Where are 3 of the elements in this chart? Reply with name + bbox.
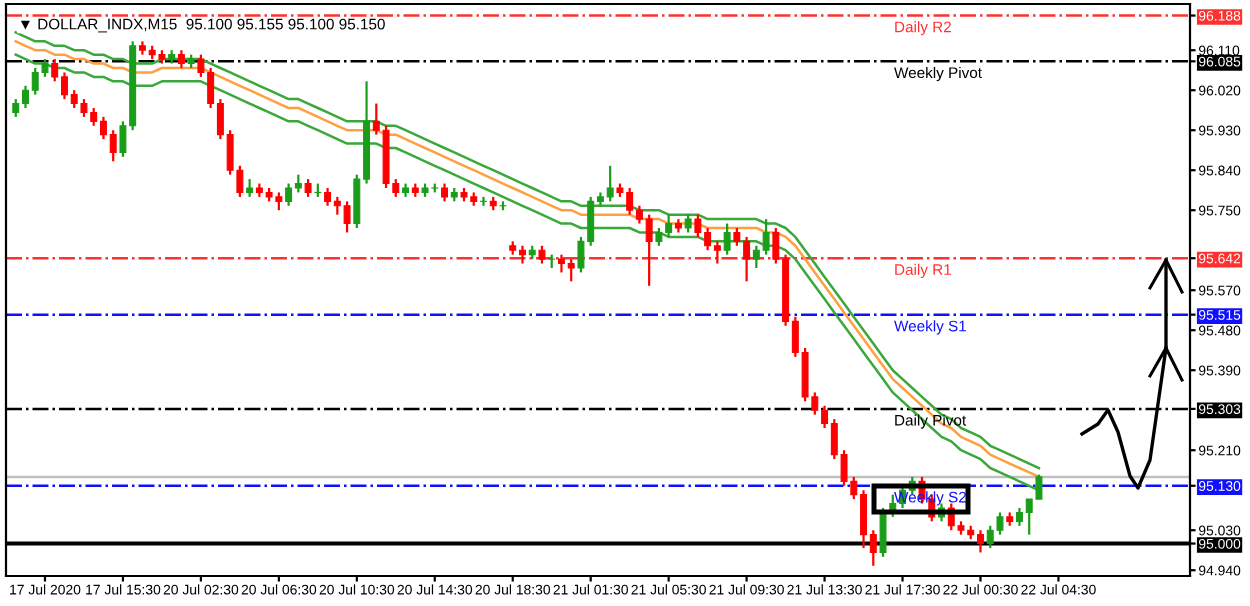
candlestick: [480, 195, 487, 207]
candlestick: [879, 506, 887, 558]
candlestick: [723, 222, 731, 256]
